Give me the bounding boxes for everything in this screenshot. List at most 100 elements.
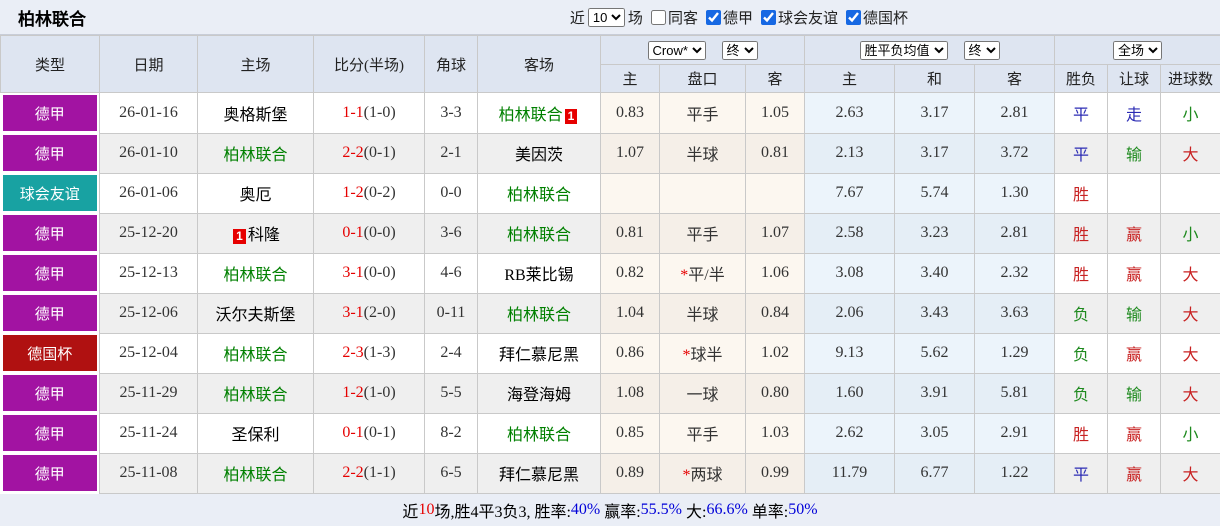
avg-draw-cell: 5.62: [895, 333, 975, 373]
odds-away-cell: 0.99: [746, 453, 805, 493]
bookmaker-select[interactable]: Crow*: [648, 41, 706, 60]
score-halftime: (1-0): [364, 384, 396, 401]
match-row: 德国杯 25-12-04 柏林联合 2-3(1-3) 2-4 拜仁慕尼黑 0.8…: [1, 333, 1220, 373]
avg-away-cell: 2.81: [975, 213, 1055, 253]
odds-handicap-cell: 半球: [660, 293, 746, 333]
date-cell: 25-11-08: [100, 453, 198, 493]
score-fulltime: 3-1: [342, 304, 363, 321]
score-cell: 2-2(0-1): [314, 133, 425, 173]
avg-away-cell: 3.72: [975, 133, 1055, 173]
score-halftime: (1-1): [364, 464, 396, 481]
avg-draw-cell: 3.05: [895, 413, 975, 453]
score-cell: 1-2(0-2): [314, 173, 425, 213]
avg-away-cell: 5.81: [975, 373, 1055, 413]
score-fulltime: 1-2: [342, 384, 363, 401]
league-badge: 球会友谊: [3, 175, 98, 211]
scope-select[interactable]: 全场: [1113, 41, 1162, 60]
date-cell: 25-11-24: [100, 413, 198, 453]
col-corners: 角球: [425, 36, 478, 93]
avg-away-cell: 2.81: [975, 93, 1055, 134]
filter-option[interactable]: 德国杯: [838, 7, 908, 28]
result-handicap-cell: 赢: [1108, 453, 1161, 493]
result-handicap-cell: 赢: [1108, 213, 1161, 253]
same-away-checkbox[interactable]: [651, 10, 666, 25]
avg-draw-cell: 3.43: [895, 293, 975, 333]
avg-home-cell: 2.62: [805, 413, 895, 453]
toolbar: 柏林联合 近 10 场 同客 德甲球会友谊德国杯: [0, 0, 1220, 35]
col-result-handicap: 让球: [1108, 65, 1161, 93]
corners-cell: 5-5: [425, 373, 478, 413]
match-row: 德甲 25-12-06 沃尔夫斯堡 3-1(2-0) 0-11 柏林联合 1.0…: [1, 293, 1220, 333]
odds-home-cell: [601, 173, 660, 213]
date-cell: 26-01-16: [100, 93, 198, 134]
result-outcome-cell: 负: [1055, 293, 1108, 333]
corners-cell: 3-3: [425, 93, 478, 134]
score-halftime: (0-1): [364, 144, 396, 161]
footer-text: 50%: [788, 501, 817, 519]
home-team-cell: 奥格斯堡: [198, 93, 314, 134]
league-filters: 德甲球会友谊德国杯: [698, 7, 908, 28]
filter-option[interactable]: 德甲: [698, 7, 753, 28]
result-goals-cell: 小: [1161, 413, 1220, 453]
match-row: 德甲 25-11-08 柏林联合 2-2(1-1) 6-5 拜仁慕尼黑 0.89…: [1, 453, 1220, 493]
result-goals-cell: 大: [1161, 293, 1220, 333]
league-badge: 德甲: [3, 295, 98, 331]
score-fulltime: 2-2: [342, 464, 363, 481]
odds-away-cell: 0.80: [746, 373, 805, 413]
score-fulltime: 0-1: [342, 424, 363, 441]
odds-away-cell: 1.03: [746, 413, 805, 453]
score-halftime: (2-0): [364, 304, 396, 321]
corners-cell: 4-6: [425, 253, 478, 293]
footer-text: 近: [402, 498, 418, 522]
date-cell: 25-12-06: [100, 293, 198, 333]
filter-checkbox[interactable]: [706, 10, 721, 25]
away-team-cell: 柏林联合: [478, 293, 601, 333]
away-team-cell: 柏林联合: [478, 413, 601, 453]
near-label: 近: [570, 7, 585, 28]
date-cell: 25-11-29: [100, 373, 198, 413]
match-history-table: 类型 日期 主场 比分(半场) 角球 客场 Crow* 终 胜平负均值 终 全场: [0, 35, 1220, 494]
score-cell: 2-2(1-1): [314, 453, 425, 493]
league-cell: 德甲: [1, 373, 100, 413]
away-team-cell: 海登海姆: [478, 373, 601, 413]
avg-home-cell: 3.08: [805, 253, 895, 293]
odds-away-cell: 1.02: [746, 333, 805, 373]
avg-stage-select[interactable]: 终: [964, 41, 1000, 60]
team-name: 美因茨: [515, 147, 563, 164]
league-cell: 德甲: [1, 213, 100, 253]
filter-option[interactable]: 球会友谊: [753, 7, 838, 28]
odds-away-cell: [746, 173, 805, 213]
avg-group-header: 胜平负均值 终: [805, 36, 1055, 65]
league-cell: 德甲: [1, 253, 100, 293]
col-result-goals: 进球数: [1161, 65, 1220, 93]
result-handicap-cell: 赢: [1108, 413, 1161, 453]
avg-home-cell: 2.13: [805, 133, 895, 173]
result-outcome-cell: 胜: [1055, 173, 1108, 213]
date-cell: 26-01-06: [100, 173, 198, 213]
odds-away-cell: 1.05: [746, 93, 805, 134]
home-team-cell: 柏林联合: [198, 333, 314, 373]
away-team-cell: 柏林联合: [478, 173, 601, 213]
home-team-cell: 柏林联合: [198, 453, 314, 493]
score-cell: 1-1(1-0): [314, 93, 425, 134]
league-cell: 德甲: [1, 93, 100, 134]
corners-cell: 2-1: [425, 133, 478, 173]
league-cell: 德甲: [1, 453, 100, 493]
filter-checkbox[interactable]: [761, 10, 776, 25]
score-cell: 0-1(0-0): [314, 213, 425, 253]
result-handicap-cell: [1108, 173, 1161, 213]
footer-text: 55.5%: [641, 501, 682, 519]
bookmaker-stage-select[interactable]: 终: [722, 41, 758, 60]
footer-text: 大:: [682, 498, 706, 522]
odds-home-cell: 1.08: [601, 373, 660, 413]
match-count-select[interactable]: 10: [588, 8, 625, 27]
avg-select[interactable]: 胜平负均值: [860, 41, 948, 60]
avg-away-cell: 1.29: [975, 333, 1055, 373]
col-odds-away: 客: [746, 65, 805, 93]
filter-checkbox[interactable]: [846, 10, 861, 25]
col-home: 主场: [198, 36, 314, 93]
team-name: 柏林联合: [507, 307, 571, 324]
footer-text: 10: [418, 501, 434, 519]
